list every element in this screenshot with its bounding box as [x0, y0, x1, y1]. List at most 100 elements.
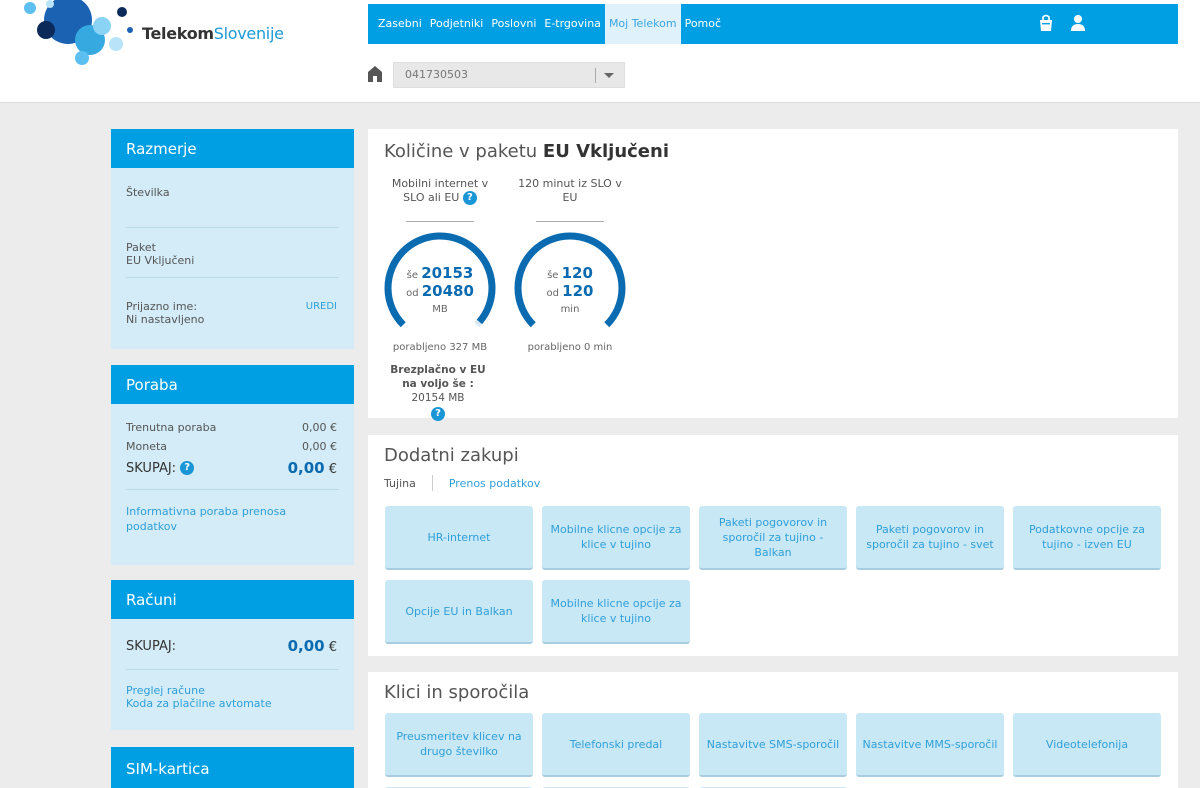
nav-zasebni[interactable]: Zasebni: [378, 17, 422, 30]
dodatni-zakupi-title: Dodatni zakupi: [384, 445, 519, 466]
help-icon[interactable]: ?: [431, 407, 445, 421]
kolicine-title: Količine v paketu EU Vključeni: [384, 141, 669, 162]
tile-telefonski-predal[interactable]: Telefonski predal: [542, 713, 690, 777]
gauge-arc: [384, 232, 496, 328]
tile-hr-internet[interactable]: HR-internet: [385, 506, 533, 570]
gauge-dial: še 20153 od 20480 MB: [380, 230, 500, 340]
gauge-remaining-prefix: še: [547, 270, 559, 281]
gauge-dial: še 120 od 120 min: [510, 230, 630, 340]
poraba-panel: Poraba Trenutna poraba 0,00 € Moneta 0,0…: [111, 365, 354, 565]
help-icon[interactable]: ?: [180, 461, 195, 475]
poraba-title: Poraba: [111, 365, 354, 404]
racuni-title: Računi: [111, 580, 354, 619]
poraba-skupaj-row: SKUPAJ: ? 0,00 €: [111, 459, 354, 477]
site-header: TelekomSlovenije Zasebni Podjetniki Posl…: [0, 0, 1200, 103]
prijazno-ime-value: Ni nastavljeno: [126, 313, 205, 326]
divider: [406, 221, 474, 222]
number-select[interactable]: 041730503: [393, 62, 625, 88]
gauge-total-prefix: od: [546, 288, 559, 299]
racuni-skupaj-row: SKUPAJ: 0,00 €: [111, 637, 354, 655]
chevron-down-icon[interactable]: [604, 73, 614, 78]
number-select-value: 041730503: [405, 68, 468, 81]
skupaj-currency: €: [328, 640, 337, 655]
gauge-used: porabljeno 0 min: [527, 342, 613, 353]
divider: [536, 221, 604, 222]
moneta-row: Moneta 0,00 €: [111, 440, 354, 453]
preglej-racune-link[interactable]: Preglej račune: [126, 684, 205, 697]
razmerje-title: Razmerje: [111, 129, 354, 168]
tile-mobilne-klicne-opcije-2[interactable]: Mobilne klicne opcije za klice v tujino: [542, 580, 690, 644]
gauge-label: 120 minut iz SLO v EU: [518, 177, 622, 204]
gauge-used: porabljeno 327 MB: [392, 342, 488, 353]
divider: [126, 277, 339, 278]
tile-nastavitve-mms[interactable]: Nastavitve MMS-sporočil: [856, 713, 1004, 777]
nav-podjetniki[interactable]: Podjetniki: [429, 17, 484, 30]
skupaj-label: SKUPAJ:: [126, 460, 177, 476]
gauge-mobilni-internet: Mobilni internet v SLO ali EU ? še 20153…: [380, 177, 500, 353]
tab-tujina[interactable]: Tujina: [384, 476, 416, 490]
trenutna-poraba-value: 0,00 €: [302, 421, 337, 434]
dodatni-zakupi-card: Dodatni zakupi Tujina Prenos podatkov HR…: [368, 435, 1178, 656]
tile-videotelefonija[interactable]: Videotelefonija: [1013, 713, 1161, 777]
tab-divider: [431, 475, 433, 491]
uredi-link[interactable]: UREDI: [305, 301, 337, 312]
trenutna-poraba-label: Trenutna poraba: [126, 421, 217, 434]
moneta-label: Moneta: [126, 440, 168, 453]
nav-e-trgovina[interactable]: E-trgovina: [544, 17, 601, 30]
stevilka-label: Številka: [126, 186, 170, 199]
gauge-remaining: 20153: [421, 264, 474, 282]
gauge-total: 20480: [421, 282, 474, 300]
nav-moj-telekom[interactable]: Moj Telekom: [604, 4, 681, 44]
gauge-total-prefix: od: [406, 288, 419, 299]
eu-free-data-note: Brezplačno v EU na voljo še : 20154 MB ?: [386, 363, 490, 421]
informativna-poraba-link[interactable]: Informativna poraba prenosa podatkov: [126, 505, 287, 533]
koda-placilne-avtomate-link[interactable]: Koda za plačilne avtomate: [126, 697, 272, 710]
sim-kartica-title[interactable]: SIM-kartica: [111, 747, 354, 788]
help-icon[interactable]: ?: [462, 191, 477, 205]
tile-opcije-eu-balkan[interactable]: Opcije EU in Balkan: [385, 580, 533, 644]
gauge-label-text: Mobilni internet v SLO ali EU: [391, 177, 489, 204]
gauge-unit: min: [560, 304, 580, 315]
tile-mobilne-klicne-opcije[interactable]: Mobilne klicne opcije za klice v tujino: [542, 506, 690, 570]
home-icon[interactable]: [368, 66, 382, 82]
racuni-panel: Računi SKUPAJ: 0,00 € Preglej račune Kod…: [111, 580, 354, 730]
paket-value: EU Vključeni: [126, 254, 195, 267]
tab-prenos-podatkov[interactable]: Prenos podatkov: [448, 476, 541, 490]
trenutna-poraba-row: Trenutna poraba 0,00 €: [111, 421, 354, 434]
klici-sporocila-card: Klici in sporočila Preusmeritev klicev n…: [368, 672, 1178, 788]
nav-poslovni[interactable]: Poslovni: [491, 17, 537, 30]
cart-icon[interactable]: [1038, 14, 1054, 32]
gauge-unit: MB: [432, 304, 448, 315]
divider: [126, 489, 339, 490]
divider: [126, 227, 339, 228]
razmerje-panel: Razmerje Številka Paket EU Vključeni Pri…: [111, 129, 354, 349]
tile-paketi-balkan[interactable]: Paketi pogovorov in sporočil za tujino -…: [699, 506, 847, 570]
gauge-remaining-prefix: še: [406, 270, 418, 281]
skupaj-label: SKUPAJ:: [126, 638, 177, 654]
brand-name[interactable]: TelekomSlovenije: [142, 24, 284, 43]
sim-kartica-panel: SIM-kartica: [111, 747, 354, 788]
gauge-arc: [514, 232, 626, 328]
tile-podatkovne-opcije[interactable]: Podatkovne opcije za tujino - izven EU: [1013, 506, 1161, 570]
main-nav: Zasebni Podjetniki Poslovni E-trgovina M…: [368, 4, 1178, 44]
kolicine-card: Količine v paketu EU Vključeni Mobilni i…: [368, 129, 1178, 421]
skupaj-currency: €: [328, 462, 337, 477]
skupaj-value: 0,00: [287, 459, 325, 477]
tile-nastavitve-sms[interactable]: Nastavitve SMS-sporočil: [699, 713, 847, 777]
nav-pomoc[interactable]: Pomoč: [684, 17, 722, 30]
gauge-total: 120: [562, 282, 594, 300]
kolicine-title-prefix: Količine v paketu: [384, 141, 543, 162]
eu-note-value: 20154 MB: [411, 392, 465, 404]
gauge-label: Mobilni internet v SLO ali EU ?: [380, 177, 500, 221]
select-divider: [595, 68, 596, 83]
kolicine-title-package: EU Vključeni: [542, 141, 670, 162]
divider: [126, 669, 339, 670]
dodatni-tabs: Tujina Prenos podatkov: [384, 475, 540, 491]
gauge-minute-eu: 120 minut iz SLO v EU še 120 od 120 min …: [510, 177, 630, 353]
telekom-logo-dots[interactable]: [20, 0, 140, 70]
klici-sporocila-title: Klici in sporočila: [384, 682, 530, 703]
gauge-remaining: 120: [561, 264, 593, 282]
tile-preusmeritev-klicev[interactable]: Preusmeritev klicev na drugo številko: [385, 713, 533, 777]
tile-paketi-svet[interactable]: Paketi pogovorov in sporočil za tujino -…: [856, 506, 1004, 570]
user-icon[interactable]: [1070, 14, 1086, 32]
